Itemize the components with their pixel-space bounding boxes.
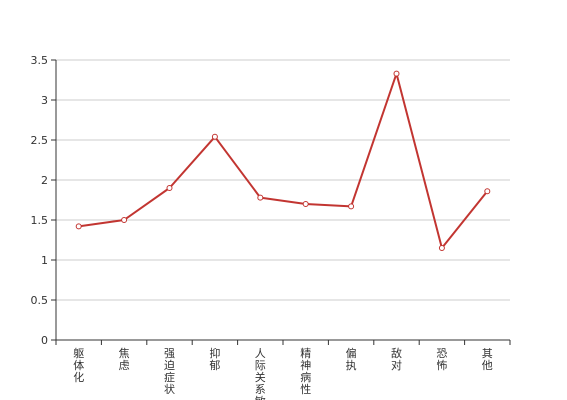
data-point-4 [257, 194, 264, 201]
data-point-6 [348, 203, 355, 210]
x-category-label-0: 躯体化 [73, 347, 84, 384]
x-category-label-char: 焦 [119, 347, 130, 360]
x-category-label-char: 关 [255, 370, 266, 384]
x-category-label-char: 他 [482, 359, 493, 372]
series [78, 72, 489, 249]
x-category-label-char: 精 [300, 347, 311, 360]
y-tick-label-5: 2.5 [31, 134, 49, 147]
x-category-label-char: 抑 [209, 346, 220, 360]
x-category-label-char: 系 [255, 383, 266, 396]
x-category-label-4: 人际关系敏感 [255, 347, 266, 400]
y-tick-label-4: 2 [41, 174, 48, 187]
x-category-label-char: 体 [73, 358, 84, 372]
x-category-label-char: 际 [255, 359, 266, 372]
x-category-label-char: 怖 [436, 358, 447, 372]
x-category-label-char: 化 [73, 370, 84, 384]
x-category-label-7: 敌对 [391, 346, 402, 372]
series-line [78, 72, 489, 249]
y-tick-labels: 0 0.5 1 1.5 2 2.5 3 3.5 [31, 54, 56, 347]
y-tick-label-0: 0 [41, 334, 48, 347]
x-category-label-char: 虑 [119, 359, 130, 372]
x-category-label-char: 迫 [164, 358, 175, 372]
data-point-8 [438, 245, 445, 251]
x-category-label-char: 性 [300, 382, 311, 396]
data-point-2 [166, 185, 173, 191]
x-category-label-5: 精神病性 [300, 347, 311, 396]
x-category-labels: 躯体化 焦虑 强迫症状 抑郁 人际关系敏感 精神病性 偏执 敌对 恐怖 其他 [73, 346, 493, 400]
y-tick-label-7: 3.5 [31, 54, 49, 67]
x-category-label-char: 神 [300, 358, 311, 372]
x-tick-marks [55, 340, 511, 345]
x-category-label-char: 强 [164, 347, 175, 360]
data-points [75, 70, 491, 251]
x-category-label-char: 病 [300, 370, 311, 384]
y-tick-label-6: 3 [41, 94, 48, 107]
y-tick-label-3: 1.5 [31, 214, 49, 227]
data-point-5 [302, 201, 309, 207]
data-point-1 [121, 217, 128, 223]
x-category-label-8: 恐怖 [436, 347, 447, 372]
y-tick-label-1: 0.5 [31, 294, 49, 307]
data-point-7 [393, 70, 400, 77]
data-point-9 [484, 188, 491, 195]
x-category-label-2: 强迫症状 [164, 347, 175, 396]
x-category-label-char: 敏 [255, 394, 266, 400]
x-category-label-char: 人 [255, 347, 266, 360]
x-category-label-char: 躯 [73, 347, 84, 360]
grid-lines [56, 59, 510, 301]
x-category-label-6: 偏执 [346, 346, 357, 372]
data-point-3 [211, 133, 218, 140]
x-category-label-char: 偏 [346, 346, 357, 360]
x-category-label-3: 抑郁 [209, 346, 220, 372]
x-category-label-9: 其他 [482, 347, 493, 372]
x-category-label-char: 症 [164, 370, 175, 384]
y-tick-label-2: 1 [41, 254, 48, 267]
x-category-label-char: 恐 [436, 347, 447, 360]
x-category-label-char: 其 [482, 347, 493, 360]
x-category-label-char: 敌 [391, 346, 402, 360]
x-category-label-char: 郁 [209, 358, 220, 372]
x-category-label-char: 状 [164, 382, 175, 396]
x-category-label-char: 执 [346, 358, 357, 372]
x-category-label-char: 对 [391, 358, 402, 372]
x-category-label-1: 焦虑 [119, 347, 130, 372]
data-point-0 [75, 223, 82, 230]
